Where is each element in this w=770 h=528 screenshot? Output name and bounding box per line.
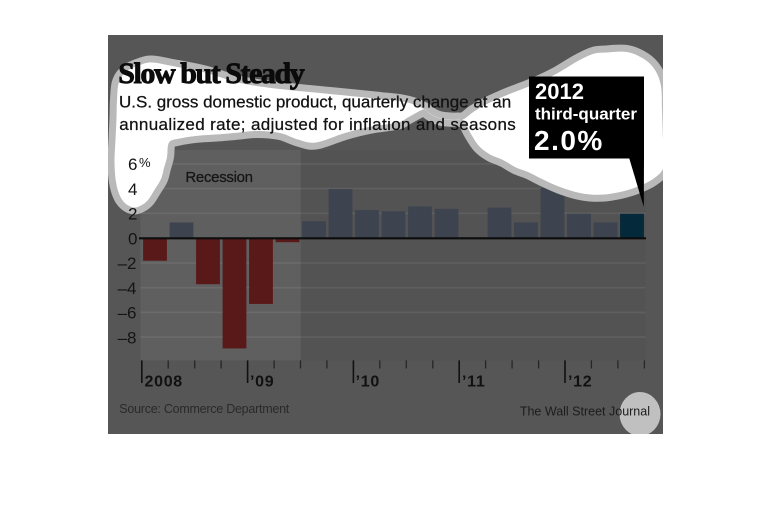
- svg-text:4: 4: [128, 180, 137, 199]
- svg-text:6: 6: [128, 155, 137, 174]
- svg-text:–8: –8: [118, 328, 137, 347]
- svg-text:’09: ’09: [250, 374, 274, 391]
- svg-text:Source: Commerce Department: Source: Commerce Department: [119, 402, 289, 416]
- svg-text:–2: –2: [118, 254, 137, 273]
- svg-text:annualized rate; adjusted for: annualized rate; adjusted for inflation …: [119, 115, 516, 134]
- svg-text:Slow but Steady: Slow but Steady: [118, 57, 304, 90]
- svg-text:2012: 2012: [535, 79, 584, 104]
- svg-text:2.0%: 2.0%: [534, 125, 604, 156]
- svg-text:–6: –6: [118, 304, 137, 323]
- svg-text:’11: ’11: [462, 374, 485, 391]
- svg-text:2: 2: [128, 205, 137, 224]
- svg-text:’10: ’10: [356, 374, 380, 391]
- svg-text:0: 0: [128, 229, 137, 248]
- svg-text:U.S. gross domestic product, q: U.S. gross domestic product, quarterly c…: [119, 93, 511, 112]
- svg-text:third-quarter: third-quarter: [535, 105, 637, 124]
- svg-text:’12: ’12: [568, 374, 592, 391]
- svg-text:The Wall Street Journal: The Wall Street Journal: [520, 405, 650, 419]
- svg-text:Recession: Recession: [185, 169, 252, 186]
- svg-text:2008: 2008: [145, 374, 183, 391]
- svg-text:%: %: [139, 155, 151, 170]
- svg-text:–4: –4: [118, 279, 137, 298]
